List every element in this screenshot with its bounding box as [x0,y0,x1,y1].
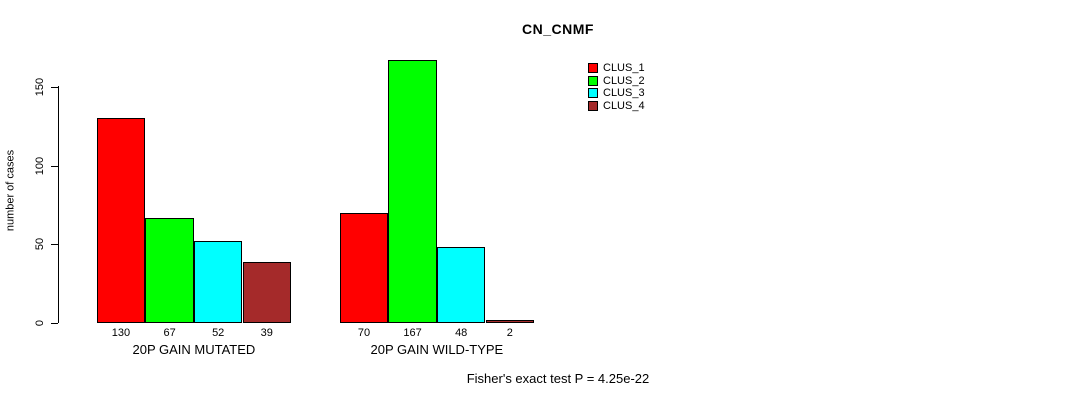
legend-swatch-icon [588,63,598,73]
group-label-20p-gain-mutated: 20P GAIN MUTATED [132,342,256,357]
bar-CLUS_3-20p-gain-wild-type [436,247,486,323]
y-tick-mark [51,165,58,167]
legend-row-clus_3: CLUS_3 [588,87,645,99]
legend-row-clus_1: CLUS_1 [588,62,645,74]
legend-row-clus_2: CLUS_2 [588,75,645,87]
y-tick-label: 100 [34,156,46,175]
bar-value-label: 52 [212,327,225,339]
annotation-text: Fisher's exact test P = 4.25e-22 [466,371,650,386]
bar-value-label: 70 [357,327,371,339]
bar-value-label: 67 [163,327,176,339]
bar-value-label: 48 [455,327,468,339]
bar-CLUS_4-20p-gain-wild-type [485,319,535,323]
bar-CLUS_4-20p-gain-mutated [242,261,292,323]
y-tick-label: 150 [34,77,46,97]
chart-title: CN_CNMF [522,21,594,37]
y-axis-line [58,86,59,323]
bar-CLUS_1-20p-gain-mutated [96,118,146,323]
legend: CLUS_1 CLUS_2 CLUS_3 CLUS_4 [588,62,645,112]
y-tick-mark [51,244,58,246]
bar-value-label: 2 [506,327,513,339]
bar-CLUS_2-20p-gain-wild-type [388,60,437,323]
bar-CLUS_3-20p-gain-mutated [193,241,243,323]
legend-swatch-icon [588,75,598,86]
bar-value-label: 39 [260,327,273,339]
y-tick-mark [51,87,58,88]
legend-label: CLUS_3 [603,87,645,99]
legend-row-clus_4: CLUS_4 [588,100,645,112]
bar-value-label: 130 [111,327,131,339]
y-tick-label: 0 [34,319,46,327]
legend-swatch-icon [588,100,598,111]
y-tick-label: 50 [34,238,46,251]
bar-value-label: 167 [403,327,422,339]
group-label-20p-gain-wild-type: 20P GAIN WILD-TYPE [370,342,504,357]
bar-CLUS_1-20p-gain-wild-type [339,212,389,323]
bar-CLUS_2-20p-gain-mutated [145,217,194,323]
y-axis-label: number of cases [4,149,17,232]
y-tick-mark [51,323,58,324]
legend-label: CLUS_1 [603,62,645,74]
legend-label: CLUS_4 [603,99,645,112]
legend-swatch-icon [588,88,598,98]
legend-label: CLUS_2 [603,74,645,87]
